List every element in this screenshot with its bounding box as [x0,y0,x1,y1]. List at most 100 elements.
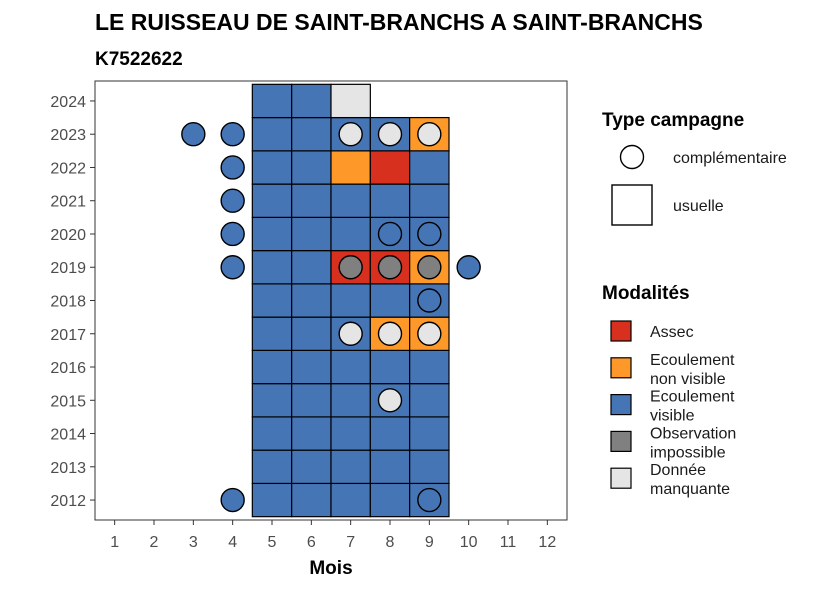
tile-2024-6 [291,83,332,119]
tile-2012-5 [251,482,293,518]
tile-2012-7 [330,482,371,518]
tile-2020-7 [330,216,371,252]
tile-2018-8 [369,283,411,318]
y-tick-label-2021: 2021 [50,194,86,211]
point-2019-9 [417,255,442,280]
legend-type-campagne: Type campagne complémentaire usuelle [602,110,787,226]
legend-usuelle-label: usuelle [673,198,724,215]
tile-2019-5 [251,250,293,285]
tile-2020-5 [251,216,293,252]
tile-2021-9 [409,183,450,218]
tile-2022-7 [330,150,371,185]
y-tick-label-2020: 2020 [50,227,86,244]
complementaire-points [181,122,481,513]
tile-2016-8 [369,349,411,385]
legend-ecoul_nv-swatch [610,357,632,379]
plot-area [94,80,568,521]
tile-2014-6 [291,416,332,451]
point-2019-10 [456,255,481,280]
tile-2021-7 [330,183,371,218]
tile-2015-6 [291,383,332,418]
legend-obs_imp-label: impossible [650,444,726,461]
y-tick-label-2018: 2018 [50,294,86,311]
x-tick-label-8: 8 [386,534,395,551]
point-2023-7 [338,122,363,147]
tile-2018-6 [291,283,332,318]
tile-2023-5 [251,116,293,152]
tile-2012-6 [291,482,332,518]
y-tick-label-2023: 2023 [50,127,86,144]
y-tick-label-2017: 2017 [50,327,86,344]
y-tick-label-2014: 2014 [50,427,86,444]
tile-2021-8 [369,183,411,218]
point-2012-9 [417,487,442,513]
legend-manq-label: manquante [650,481,730,498]
point-2019-8 [377,255,403,280]
x-axis-title: Mois [309,558,352,579]
point-2020-4 [220,221,245,247]
point-2012-4 [220,487,245,513]
tile-2013-8 [369,449,411,485]
tile-2024-7 [330,83,371,119]
y-tick-label-2012: 2012 [50,493,86,510]
legend-complementaire-label: complémentaire [673,150,787,167]
tile-2022-6 [291,150,332,185]
y-tick-label-2015: 2015 [50,393,86,410]
x-tick-label-1: 1 [110,534,119,551]
tile-2013-9 [409,449,450,485]
tile-2015-9 [409,383,450,418]
y-axis: 2012 2013 2014 2015 2016 2017 2018 2019 2020 2021… [50,94,95,510]
tile-2022-8 [369,150,411,185]
legend-type-title: Type campagne [602,110,744,131]
tile-2013-5 [251,449,293,485]
legend-modalites-title: Modalités [602,283,690,304]
point-2020-9 [417,221,442,247]
tile-2016-5 [251,349,293,385]
legend-usuelle-symbol [611,184,653,226]
usuelle-tiles [251,83,450,518]
x-tick-label-9: 9 [425,534,434,551]
legend-manq-label: Donnée [650,462,706,479]
tile-2024-5 [251,83,293,119]
point-2015-8 [377,388,403,413]
tile-2012-8 [369,482,411,518]
tile-2021-5 [251,183,293,218]
y-tick-label-2019: 2019 [50,260,86,277]
point-2023-8 [377,122,403,147]
y-tick-label-2016: 2016 [50,360,86,377]
y-tick-label-2024: 2024 [50,94,86,111]
point-2023-4 [220,122,245,147]
legend-obs_imp-label: Observation [650,425,736,442]
tile-2022-5 [251,150,293,185]
tile-2014-9 [409,416,450,451]
legend-obs_imp-swatch [610,430,632,452]
point-2020-8 [377,221,403,247]
point-2017-9 [417,321,442,346]
tile-2023-6 [291,116,332,152]
point-2021-4 [220,188,245,213]
point-2017-7 [338,321,363,346]
tile-2013-7 [330,449,371,485]
x-tick-label-2: 2 [150,534,159,551]
tile-2022-9 [409,150,450,185]
y-tick-label-2013: 2013 [50,460,86,477]
tile-2019-6 [291,250,332,285]
tile-2016-9 [409,349,450,385]
point-2023-3 [181,122,206,147]
tile-2021-6 [291,183,332,218]
point-2019-4 [220,255,245,280]
legend-assec-label: Assec [650,324,694,341]
x-tick-label-6: 6 [307,534,316,551]
tile-2017-6 [291,316,332,351]
point-2023-9 [417,122,442,147]
y-tick-label-2022: 2022 [50,160,86,177]
tile-2018-5 [251,283,293,318]
chart-subtitle: K7522622 [95,49,183,70]
legend-ecoul_v-label: Ecoulement [650,389,735,406]
chart-title: LE RUISSEAU DE SAINT-BRANCHS A SAINT-BRA… [95,9,703,35]
tile-2016-6 [291,349,332,385]
point-2022-4 [220,155,245,180]
x-tick-label-4: 4 [228,534,237,551]
